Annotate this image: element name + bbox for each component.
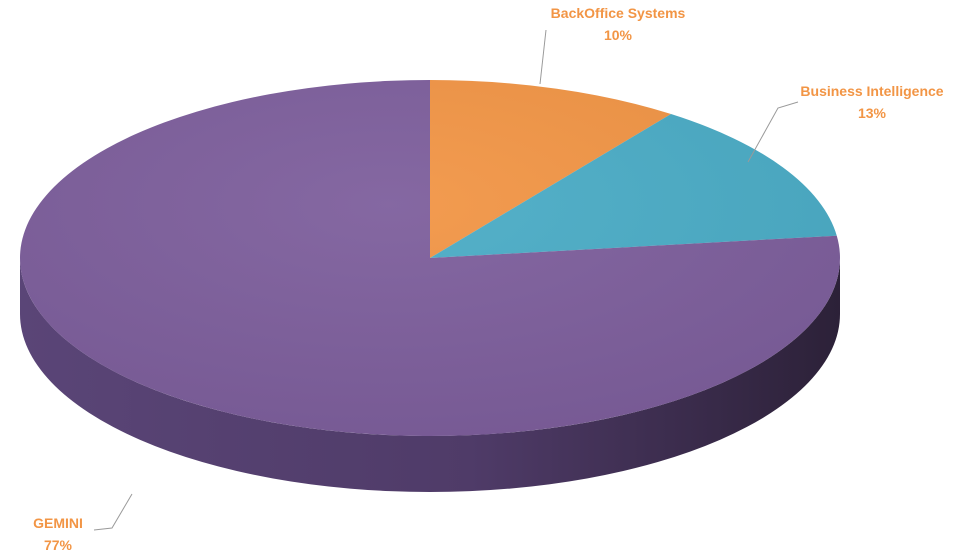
leader-line-gemini — [93, 493, 133, 531]
leader-line-backoffice-systems — [539, 29, 547, 85]
pie-top-shading — [20, 80, 840, 436]
leader-line-business-intelligence — [747, 101, 799, 163]
label-business-intelligence: Business Intelligence — [800, 83, 943, 99]
value-label-business-intelligence: 13% — [858, 105, 887, 121]
value-label-backoffice-systems: 10% — [604, 27, 633, 43]
pie-side-wall — [20, 258, 840, 492]
pie-top-face — [19, 80, 840, 436]
label-gemini: GEMINI — [33, 515, 83, 531]
pie-labels: BackOffice Systems 10% Business Intelligen… — [33, 5, 944, 553]
label-backoffice-systems: BackOffice Systems — [551, 5, 686, 21]
pie-side-gemini — [20, 258, 840, 492]
value-label-gemini: 77% — [44, 537, 73, 553]
